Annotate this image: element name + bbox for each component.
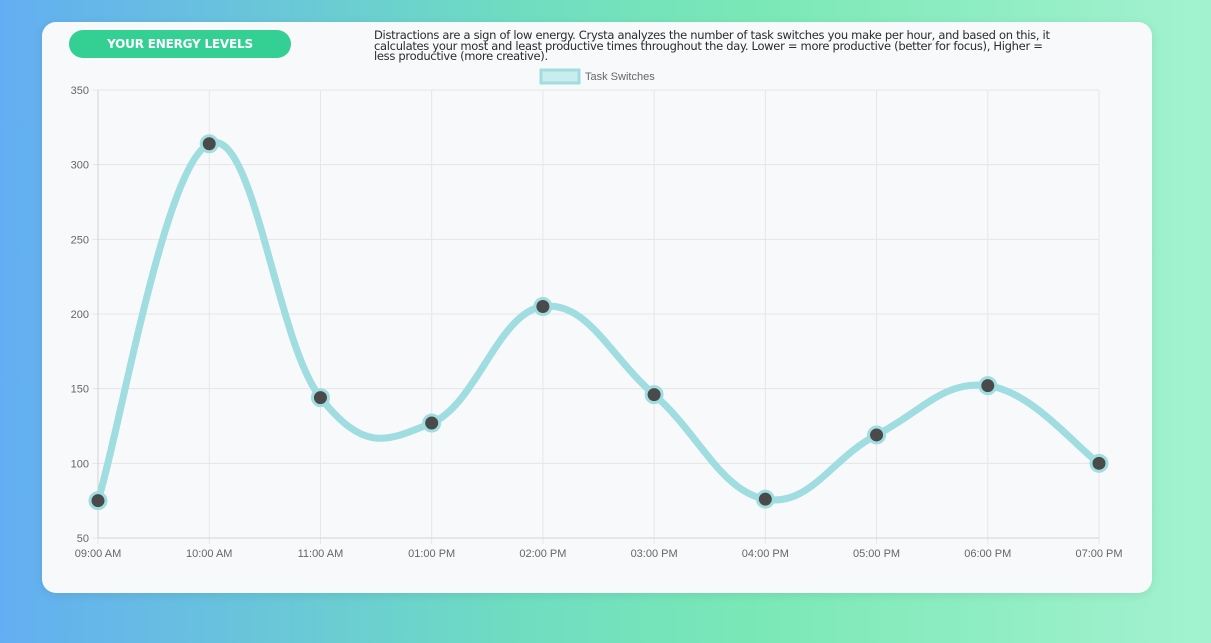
y-tick-label: 200 [71, 309, 89, 321]
x-tick-label: 01:00 PM [408, 548, 455, 560]
chart-description: Distractions are a sign of low energy. C… [374, 28, 1050, 63]
y-tick-label: 100 [71, 458, 89, 470]
x-tick-label: 05:00 PM [853, 548, 900, 560]
y-tick-label: 250 [71, 234, 89, 246]
data-point[interactable] [533, 297, 553, 317]
data-point[interactable] [310, 388, 330, 408]
y-tick-label: 300 [71, 160, 89, 172]
x-tick-label: 06:00 PM [964, 548, 1011, 560]
x-tick-label: 03:00 PM [631, 548, 678, 560]
legend-label[interactable]: Task Switches [585, 71, 655, 83]
data-point[interactable] [422, 413, 442, 433]
x-tick-label: 11:00 AM [298, 548, 344, 560]
x-tick-label: 09:00 AM [75, 548, 121, 560]
x-tick-label: 02:00 PM [519, 548, 566, 560]
task-switches-chart: 50 100 150 200 250 300 350 09:00 AM 10:00 AM 11:0… [71, 68, 1123, 560]
data-point[interactable] [1089, 453, 1109, 473]
data-point[interactable] [867, 425, 887, 445]
data-point[interactable] [199, 134, 219, 154]
x-tick-label: 10:00 AM [186, 548, 232, 560]
y-tick-label: 50 [77, 533, 89, 545]
y-tick-label: 150 [71, 384, 89, 396]
energy-card: YOUR ENERGY LEVELS Distractions are a si… [42, 22, 1152, 593]
x-tick-label: 07:00 PM [1075, 548, 1122, 560]
legend-swatch[interactable] [539, 68, 581, 85]
data-point[interactable] [88, 491, 108, 511]
energy-levels-badge[interactable]: YOUR ENERGY LEVELS [69, 30, 291, 58]
y-tick-label: 350 [71, 85, 89, 97]
x-tick-label: 04:00 PM [742, 548, 789, 560]
data-point[interactable] [644, 385, 664, 405]
data-point[interactable] [978, 376, 998, 396]
task-switches-line [94, 138, 1103, 505]
data-point[interactable] [755, 489, 775, 509]
